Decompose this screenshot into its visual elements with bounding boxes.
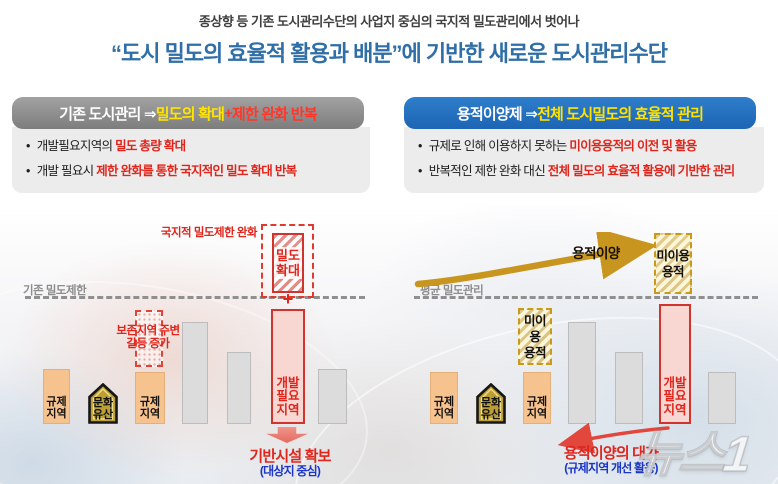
local-relax-callout: 국지적 밀도제한 완화 [160, 227, 258, 239]
transfer-return-label: 용적이양의 대가 [563, 445, 659, 462]
regulated-zone-label: 규제 지역 [433, 396, 455, 420]
transfer-header-lead: 용적이양제 ⇒ [456, 105, 538, 123]
existing-header-yellow: 밀도의 확대 [155, 105, 225, 123]
infrastructure-result-sub: (대상지 중심) [259, 464, 321, 478]
infrastructure-result-label: 기반시설 확보 [249, 448, 331, 465]
gray-density-bar [615, 352, 643, 424]
existing-bullet-2-red: 제한 완화를 통한 국지적인 밀도 확대 반복 [96, 164, 297, 178]
existing-bullet-2: 개발 필요시 제한 완화를 통한 국지적인 밀도 확대 반복 [26, 159, 360, 184]
heritage-house-icon [88, 382, 118, 424]
conflict-dashed-box [135, 310, 163, 367]
gray-density-bar [318, 369, 347, 424]
regulated-zone-bar: 규제 지역 [523, 372, 551, 424]
development-zone-label: 개발 필요 지역 [663, 375, 687, 417]
news1-watermark: 뉴스1 [632, 425, 753, 483]
existing-header-lead: 기존 도시관리 ⇒ [59, 105, 156, 123]
existing-management-header: 기존 도시관리 ⇒ 밀도의 확대 + 제한 완화 반복 [12, 97, 364, 129]
plus-symbol: + [282, 289, 294, 309]
existing-management-body: 개발필요지역의 밀도 총량 확대 개발 필요시 제한 완화를 통한 국지적인 밀… [12, 127, 370, 193]
unused-volume-label: 미이용 용적 [523, 313, 547, 360]
average-limit-label: 평균 밀도관리 [420, 285, 484, 297]
existing-bullet-1-plain: 개발필요지역의 [36, 139, 116, 153]
existing-bullet-1-red: 밀도 총량 확대 [115, 139, 186, 153]
transfer-bullet-2-plain: 반복적인 제한 완화 대신 [428, 164, 548, 178]
conflict-label: 보존지역 주변 갈등 증가 [116, 325, 180, 350]
development-zone-bar: 개발 필요 지역 [271, 309, 305, 424]
transfer-bullet-1-red: 미이용용적의 이전 및 활용 [569, 139, 697, 153]
existing-header-plus: + [224, 104, 233, 122]
volume-transfer-label: 용적이양 [572, 246, 620, 261]
transfer-bullet-2-red: 전체 밀도의 효율적 활용에 기반한 관리 [547, 164, 735, 178]
regulated-zone-label: 규제 지역 [139, 396, 161, 420]
regulated-zone-bar: 규제 지역 [135, 372, 165, 424]
transfer-curved-arrow-icon [414, 232, 655, 288]
transfer-bullet-2: 반복적인 제한 완화 대신 전체 밀도의 효율적 활용에 기반한 관리 [418, 159, 754, 184]
unused-volume-label: 미이용 용적 [656, 248, 690, 279]
page-subtitle: 종상향 등 기존 도시관리수단의 사업지 중심의 국지적 밀도관리에서 벗어나 [198, 14, 580, 29]
transfer-system-header: 용적이양제 ⇒ 전체 도시밀도의 효율적 관리 [404, 97, 756, 129]
existing-limit-label: 기존 밀도제한 [23, 285, 87, 297]
transfer-return-arrow-icon [557, 423, 670, 453]
regulated-zone-bar: 규제 지역 [43, 369, 70, 424]
unused-volume-box-top: 미이용 용적 [654, 233, 692, 294]
existing-header-red: 제한 완화 반복 [232, 105, 318, 123]
development-zone-label: 개발 필요 지역 [276, 375, 300, 417]
average-limit-line [414, 296, 758, 299]
existing-limit-line [25, 296, 365, 299]
relax-dashed-frame [261, 224, 314, 298]
existing-bullet-2-plain: 개발 필요시 [36, 164, 97, 178]
heritage-house-icon [476, 382, 506, 424]
transfer-system-body: 규제로 인해 이용하지 못하는 미이용용적의 이전 및 활용 반복적인 제한 완… [404, 127, 764, 193]
heritage-house: 문화 유산 [88, 382, 118, 424]
transfer-header-yellow: 전체 도시밀도의 효율적 관리 [537, 105, 704, 123]
gray-density-bar [568, 322, 596, 424]
transfer-bullet-1: 규제로 인해 이용하지 못하는 미이용용적의 이전 및 활용 [418, 134, 754, 159]
heritage-house: 문화 유산 [476, 382, 506, 424]
development-zone-bar: 개발 필요 지역 [659, 304, 691, 424]
regulated-zone-label: 규제 지역 [526, 396, 548, 420]
density-expand-label: 밀도 확대 [274, 247, 302, 279]
transfer-bullet-1-plain: 규제로 인해 이용하지 못하는 [428, 139, 570, 153]
gray-density-bar [182, 322, 208, 424]
existing-bullet-1: 개발필요지역의 밀도 총량 확대 [26, 134, 360, 159]
heritage-label: 문화 유산 [480, 397, 502, 421]
regulated-zone-label: 규제 지역 [46, 396, 67, 420]
heritage-label: 문화 유산 [92, 397, 114, 421]
gray-density-bar [227, 352, 251, 424]
gray-density-bar [708, 372, 736, 424]
unused-volume-box-mid: 미이용 용적 [518, 308, 552, 365]
density-expand-box: 밀도 확대 [272, 233, 304, 293]
page-title: “도시 밀도의 효율적 활용과 배분”에 기반한 새로운 도시관리수단 [110, 41, 668, 66]
regulated-zone-bar: 규제 지역 [430, 372, 458, 424]
transfer-return-sub: (규제지역 개선 활용) [564, 461, 658, 475]
